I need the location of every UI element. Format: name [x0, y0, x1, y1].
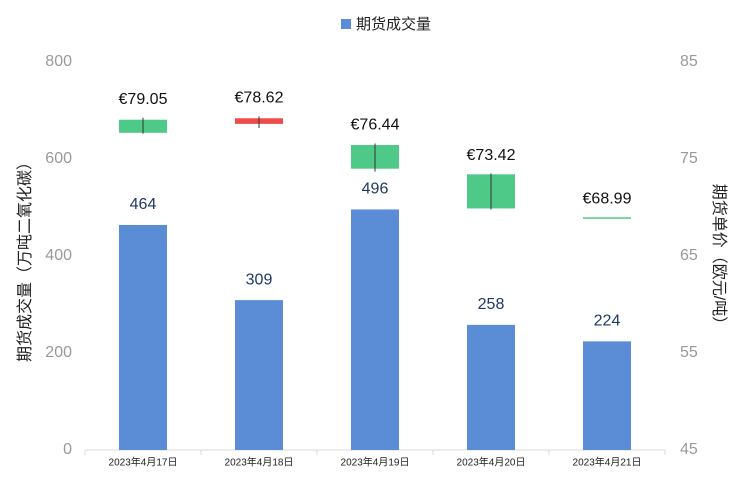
- x-tick-label: 2023年4月20日: [457, 456, 526, 469]
- y2-tick-label: 45: [680, 441, 698, 458]
- x-tick-label: 2023年4月17日: [109, 456, 178, 469]
- bar: [583, 341, 631, 450]
- bar: [235, 300, 283, 450]
- y-axis-title: 期货成交量（万吨二氧化碳）: [16, 154, 34, 362]
- x-tick-label: 2023年4月21日: [573, 456, 642, 469]
- price-label: €68.99: [583, 191, 632, 208]
- y2-axis-title: 期货单价（欧元/吨）: [710, 184, 728, 332]
- y-tick-label: 600: [45, 150, 72, 167]
- y-tick-label: 400: [45, 247, 72, 264]
- legend-label: 期货成交量: [356, 15, 431, 33]
- y-tick-label: 0: [63, 441, 72, 458]
- x-tick-label: 2023年4月19日: [341, 456, 410, 469]
- bar: [119, 224, 167, 450]
- y2-tick-label: 75: [680, 150, 698, 167]
- bar: [351, 209, 399, 450]
- bar-value-label: 258: [478, 296, 505, 313]
- candle-body: [583, 217, 631, 219]
- bar-value-label: 224: [594, 313, 621, 330]
- price-label: €73.42: [467, 147, 516, 164]
- price-label: €76.44: [351, 117, 400, 134]
- bar: [467, 324, 515, 450]
- y2-tick-label: 85: [680, 53, 698, 70]
- bar-value-label: 496: [362, 181, 389, 198]
- bar-value-label: 464: [130, 196, 157, 213]
- price-label: €78.62: [235, 90, 284, 107]
- y2-tick-label: 65: [680, 247, 698, 264]
- y2-tick-label: 55: [680, 344, 698, 361]
- x-tick-label: 2023年4月18日: [225, 456, 294, 469]
- y-tick-label: 800: [45, 53, 72, 70]
- price-label: €79.05: [119, 91, 168, 108]
- legend-swatch: [341, 19, 351, 29]
- y-tick-label: 200: [45, 344, 72, 361]
- bar-value-label: 309: [246, 271, 273, 288]
